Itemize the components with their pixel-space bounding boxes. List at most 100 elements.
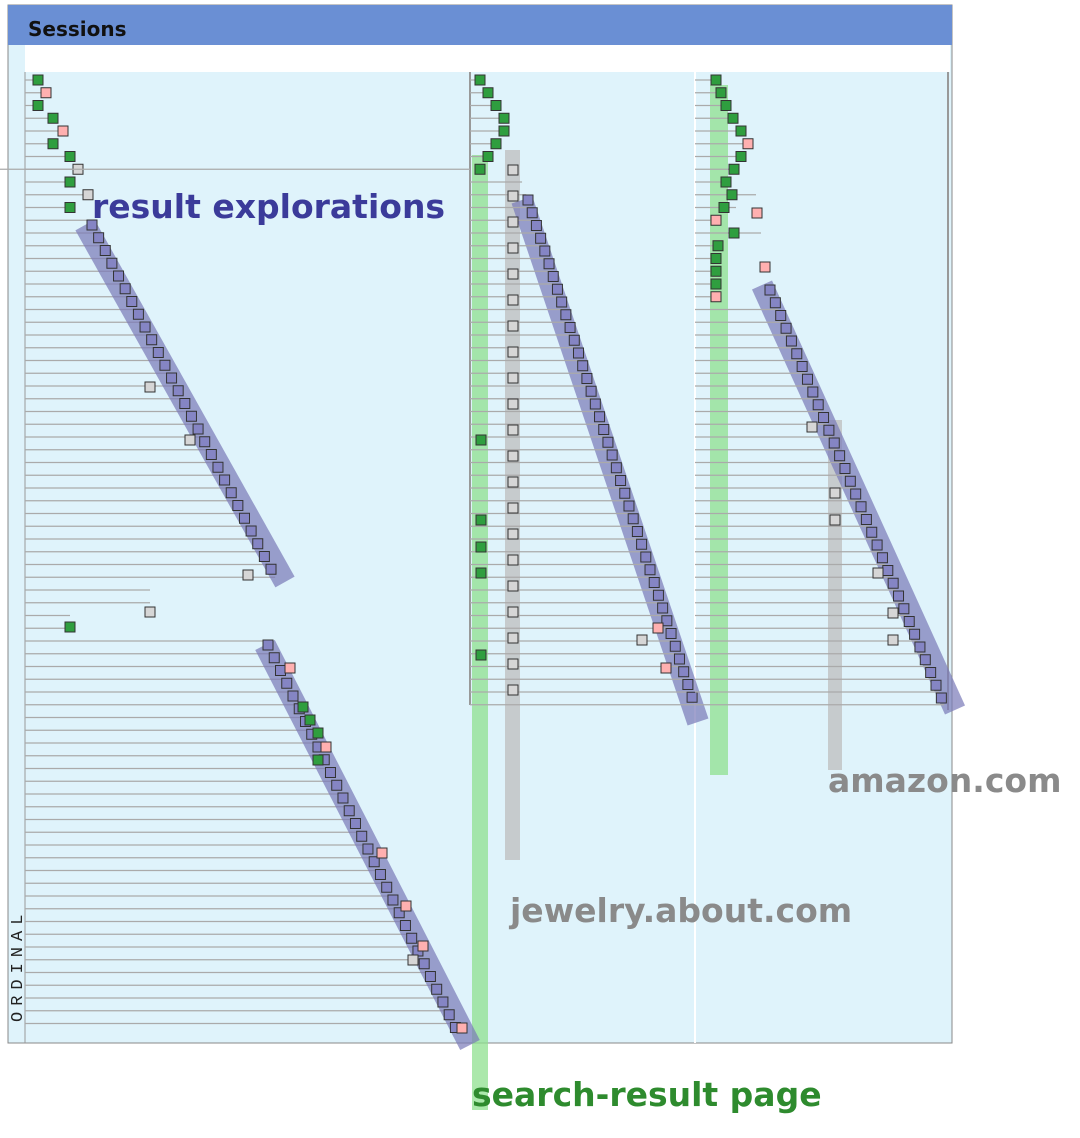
page-visit	[507, 372, 519, 384]
page-visit	[806, 421, 818, 433]
page-visit	[265, 563, 277, 575]
page-visit	[914, 641, 926, 653]
page-visit	[882, 565, 894, 576]
page-visit	[925, 667, 937, 678]
page-visit	[791, 348, 803, 360]
page-visit	[185, 410, 197, 422]
page-visit	[498, 125, 510, 137]
page-visit	[551, 283, 563, 295]
page-visit	[32, 74, 44, 86]
page-visit	[602, 436, 614, 448]
page-visit	[710, 291, 722, 303]
page-visit	[32, 100, 44, 111]
page-visit	[887, 577, 899, 589]
page-visit	[764, 284, 776, 296]
page-visit	[560, 309, 572, 321]
page-visit	[751, 207, 763, 219]
page-visit	[903, 616, 915, 627]
page-visit	[829, 514, 841, 526]
page-visit	[726, 189, 738, 201]
page-visit	[381, 881, 393, 893]
page-visit	[660, 662, 672, 674]
page-visit	[507, 476, 519, 488]
page-visit	[166, 372, 178, 384]
page-visit	[242, 569, 254, 581]
page-visit	[720, 176, 732, 188]
page-visit	[274, 665, 286, 676]
page-visit	[304, 714, 316, 726]
page-visit	[126, 296, 138, 307]
white-strip	[25, 45, 950, 72]
page-visit	[594, 411, 606, 423]
site-band	[710, 85, 728, 775]
page-visit	[735, 151, 747, 162]
page-visit	[64, 202, 76, 213]
page-visit	[619, 487, 631, 499]
page-visit	[742, 138, 754, 150]
page-visit	[456, 1022, 468, 1034]
page-visit	[418, 958, 430, 970]
page-visit	[40, 87, 52, 99]
page-visit	[374, 869, 386, 880]
page-visit	[159, 359, 171, 371]
page-visit	[407, 954, 419, 966]
page-visit	[572, 347, 584, 359]
page-visit	[146, 334, 158, 346]
page-visit	[577, 360, 589, 372]
page-visit	[507, 216, 519, 228]
page-visit	[507, 164, 519, 176]
page-visit	[526, 207, 538, 219]
page-visit	[281, 677, 293, 689]
page-visit	[297, 701, 309, 713]
page-visit	[232, 500, 244, 511]
page-visit	[543, 258, 555, 270]
page-visit	[818, 412, 830, 423]
page-visit	[312, 727, 324, 739]
page-visit	[909, 628, 921, 640]
page-visit	[252, 538, 264, 550]
page-visit	[728, 163, 740, 175]
page-visit	[710, 214, 722, 226]
page-visit	[657, 602, 669, 614]
page-visit	[935, 692, 947, 704]
page-visit	[623, 500, 635, 512]
page-visit	[507, 502, 519, 514]
page-visit	[64, 621, 76, 633]
page-visit	[710, 74, 722, 86]
page-visit	[780, 322, 792, 334]
page-visit	[400, 900, 412, 912]
page-visit	[522, 194, 534, 206]
page-visit	[727, 112, 739, 124]
page-visit	[887, 607, 899, 619]
page-visit	[106, 257, 118, 269]
page-visit	[585, 385, 597, 397]
page-visit	[855, 501, 867, 513]
page-visit	[362, 843, 374, 855]
annotation: jewelry.about.com	[508, 891, 852, 930]
page-visit	[507, 606, 519, 618]
page-visit	[507, 528, 519, 540]
page-visit	[648, 577, 660, 588]
page-visit	[320, 741, 332, 753]
marks	[0, 74, 966, 1110]
page-visit	[184, 434, 196, 446]
page-visit	[615, 475, 627, 486]
page-visit	[710, 278, 722, 290]
page-visit	[507, 294, 519, 306]
page-visit	[507, 450, 519, 462]
page-visit	[205, 449, 217, 460]
page-visit	[507, 268, 519, 280]
page-visit	[564, 322, 576, 333]
page-visit	[113, 270, 125, 282]
page-visit	[437, 996, 449, 1008]
page-visit	[368, 856, 380, 868]
page-visit	[199, 436, 211, 448]
page-visit	[930, 679, 942, 691]
page-visit	[844, 475, 856, 487]
page-visit	[581, 373, 593, 384]
page-visit	[871, 539, 883, 551]
page-visit	[482, 87, 494, 99]
page-visit	[474, 163, 486, 175]
page-visit	[535, 232, 547, 244]
